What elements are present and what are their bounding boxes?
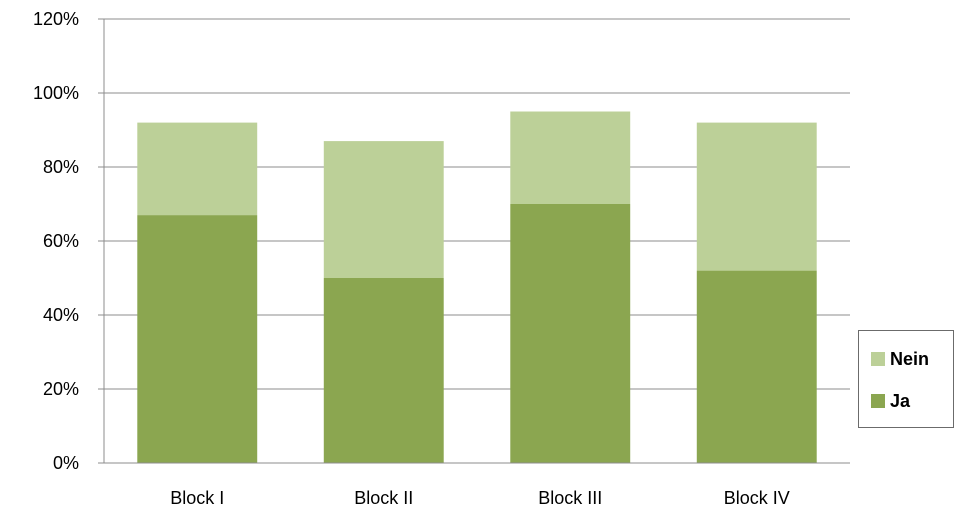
legend: Nein Ja <box>858 330 954 428</box>
y-tick-label-40: 40% <box>43 305 79 325</box>
y-tick-label-80: 80% <box>43 157 79 177</box>
legend-item-ja: Ja <box>871 389 910 413</box>
bar-nein-3 <box>510 111 631 204</box>
legend-item-nein: Nein <box>871 347 929 371</box>
legend-label-nein: Nein <box>890 348 930 369</box>
bar-nein-2 <box>323 141 444 278</box>
x-tick-label-3: Block III <box>538 488 602 508</box>
bar-ja-3 <box>510 204 631 463</box>
legend-swatch-ja <box>871 394 885 408</box>
y-tick-label-120: 120% <box>33 9 79 29</box>
bar-nein-1 <box>137 122 258 216</box>
tick-labels: 0% 20% 40% 60% 80% 100% 120% Block I Block II Blo… <box>33 9 790 508</box>
x-tick-label-4: Block IV <box>724 488 790 508</box>
bars <box>137 111 817 463</box>
y-tick-label-60: 60% <box>43 231 79 251</box>
legend-swatch-nein <box>871 352 885 366</box>
bar-ja-1 <box>137 215 258 463</box>
y-tick-label-0: 0% <box>53 453 79 473</box>
y-tick-label-100: 100% <box>33 83 79 103</box>
y-tick-label-20: 20% <box>43 379 79 399</box>
x-tick-label-2: Block II <box>354 488 413 508</box>
x-tick-label-1: Block I <box>170 488 224 508</box>
axes <box>98 18 850 464</box>
bar-nein-4 <box>696 122 817 271</box>
legend-label-ja: Ja <box>890 390 911 411</box>
bar-ja-2 <box>323 278 444 463</box>
bar-ja-4 <box>696 270 817 463</box>
